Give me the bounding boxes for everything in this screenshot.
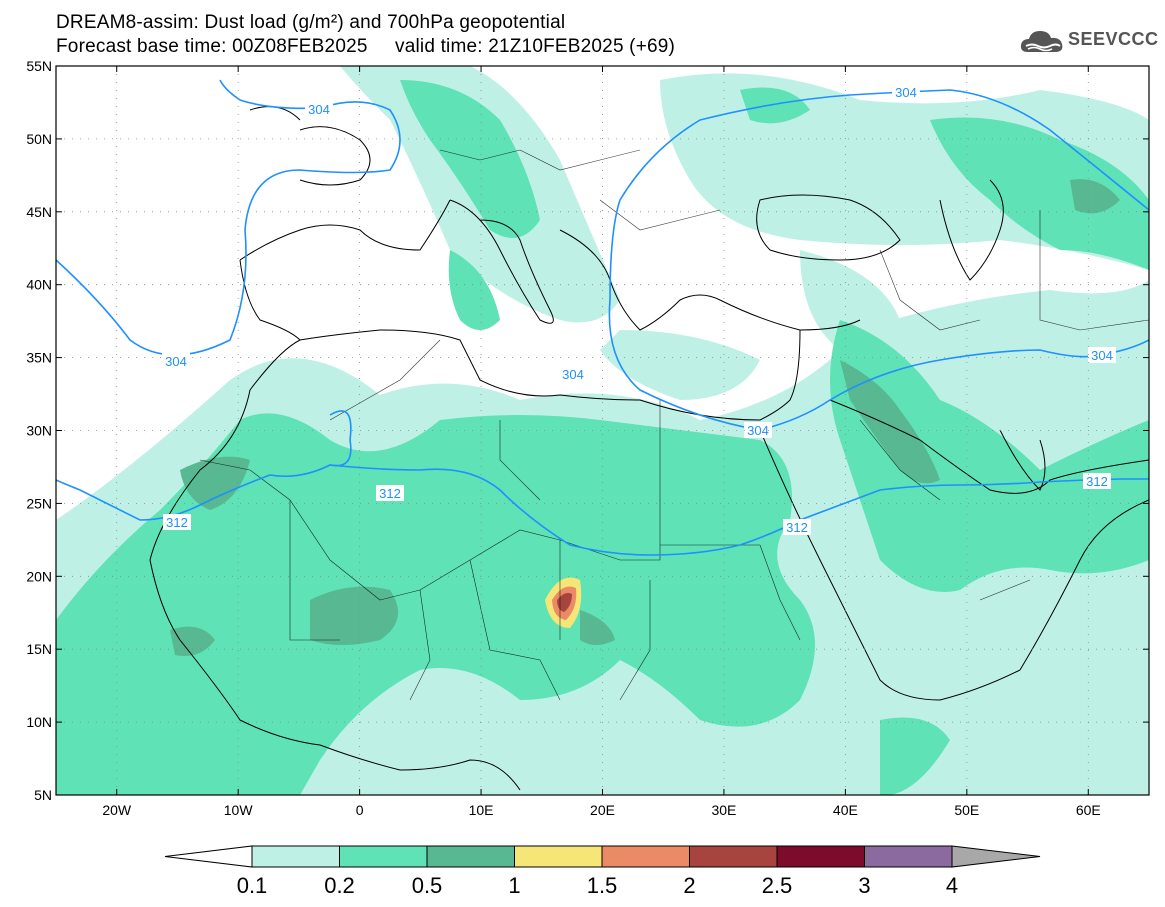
lon-tick-label: 10W xyxy=(224,802,254,818)
contour-label: 304 xyxy=(562,367,584,382)
cloud-icon xyxy=(1020,31,1063,52)
colorbar-label: 3 xyxy=(858,873,870,898)
lat-tick-label: 35N xyxy=(26,350,52,366)
colorbar-swatch xyxy=(689,845,778,868)
contour-label: 312 xyxy=(786,520,808,535)
lat-tick-label: 50N xyxy=(26,131,52,147)
colorbar-label: 0.1 xyxy=(237,873,268,898)
lon-tick-label: 40E xyxy=(833,802,858,818)
colorbar-swatch xyxy=(251,845,340,868)
lat-tick-label: 25N xyxy=(26,495,52,511)
chart-title: DREAM8-assim: Dust load (g/m²) and 700hP… xyxy=(56,12,566,33)
lon-tick-label: 20E xyxy=(590,802,615,818)
coastlines xyxy=(149,106,1149,791)
contour-label: 304 xyxy=(308,102,330,117)
contour-label: 304 xyxy=(747,423,769,438)
dust-field xyxy=(56,66,1149,795)
lat-tick-label: 40N xyxy=(26,277,52,293)
colorbar-swatch xyxy=(776,845,865,868)
colorbar-over-arrow xyxy=(951,845,1041,868)
contour-label: 312 xyxy=(166,515,188,530)
colorbar-swatch xyxy=(864,845,953,868)
logo-text: SEEVCCC xyxy=(1068,29,1159,49)
lat-tick-label: 45N xyxy=(26,204,52,220)
colorbar-swatch xyxy=(514,845,603,868)
lat-tick-label: 15N xyxy=(26,641,52,657)
lat-tick-label: 20N xyxy=(26,568,52,584)
contour-label: 304 xyxy=(895,85,917,100)
colorbar-label: 1 xyxy=(508,873,520,898)
lon-tick-label: 0 xyxy=(356,802,364,818)
geopotential-contours xyxy=(56,79,1149,556)
lon-tick-label: 50E xyxy=(954,802,979,818)
colorbar-label: 0.5 xyxy=(412,873,443,898)
colorbar-swatch xyxy=(339,845,428,868)
contour-label: 312 xyxy=(1086,474,1108,489)
colorbar: 0.1 0.2 0.5 1 1.5 2 2.5 3 4 xyxy=(164,845,1041,898)
colorbar-swatch xyxy=(426,845,515,868)
colorbar-label: 2 xyxy=(683,873,695,898)
lat-tick-label: 5N xyxy=(34,787,52,803)
lon-tick-label: 20W xyxy=(102,802,132,818)
colorbar-label: 1.5 xyxy=(587,873,618,898)
colorbar-label: 4 xyxy=(946,873,958,898)
contour-label: 304 xyxy=(1091,348,1113,363)
colorbar-under-arrow xyxy=(164,845,253,868)
lat-tick-label: 55N xyxy=(26,58,52,74)
contour-labels: 304 304 304 304 304 304 312 312 312 312 xyxy=(162,84,1116,535)
lon-tick-label: 30E xyxy=(711,802,736,818)
colorbar-swatch xyxy=(601,845,690,868)
country-borders xyxy=(199,149,1149,701)
lon-tick-label: 60E xyxy=(1076,802,1101,818)
lat-tick-label: 30N xyxy=(26,423,52,439)
contour-label: 304 xyxy=(165,354,187,369)
lat-tick-label: 10N xyxy=(26,714,52,730)
colorbar-label: 2.5 xyxy=(762,873,793,898)
seevccc-logo: SEEVCCC xyxy=(1018,26,1158,58)
lon-tick-label: 10E xyxy=(469,802,494,818)
contour-label: 312 xyxy=(379,486,401,501)
colorbar-label: 0.2 xyxy=(324,873,355,898)
axis-ticks: 55N 50N 45N 40N 35N 30N 25N 20N 15N 10N 5N 20W 10W 0 1… xyxy=(26,58,1149,818)
chart-subtitle: Forecast base time: 00Z08FEB2025 valid t… xyxy=(56,36,676,57)
